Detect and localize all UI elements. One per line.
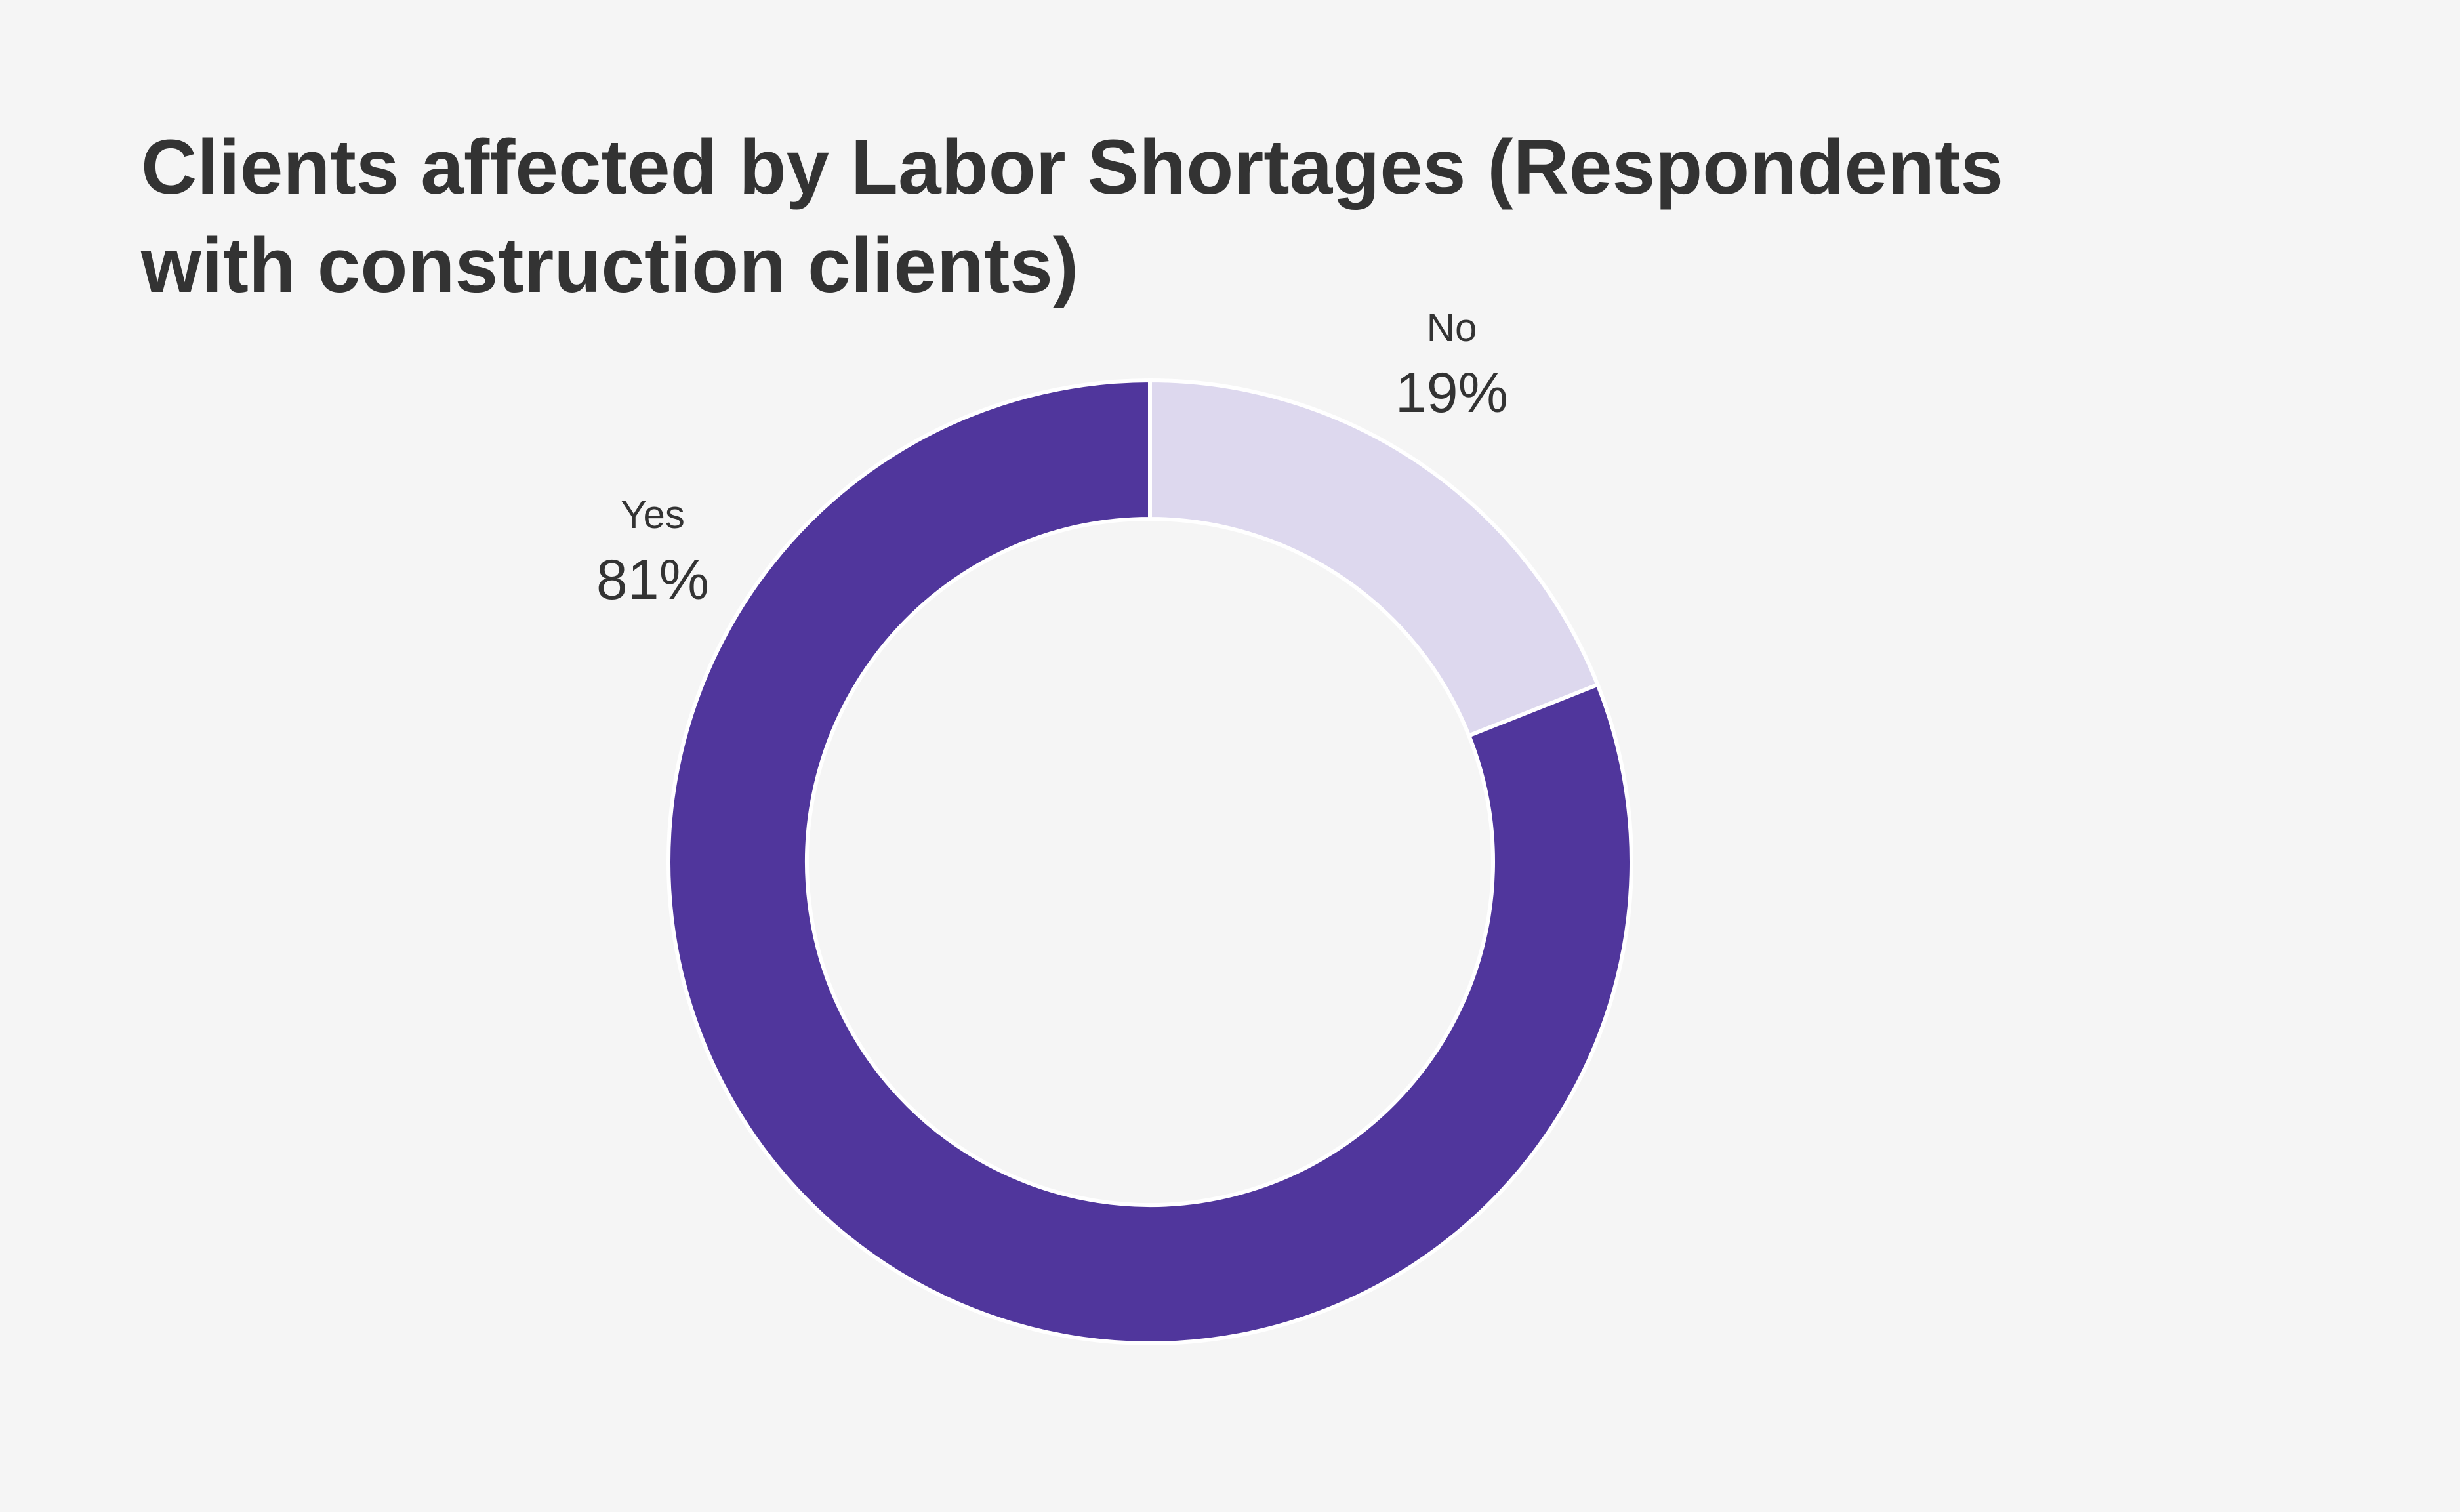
- slice-yes: [666, 378, 1633, 1345]
- slice-value-no: 19%: [1395, 361, 1508, 424]
- slice-no: [1148, 378, 1601, 739]
- slice-label-no: No: [1427, 306, 1477, 350]
- slice-labels: No 19% Yes 81%: [596, 306, 1508, 611]
- slice-value-yes: 81%: [596, 548, 709, 611]
- slice-label-yes: Yes: [621, 493, 685, 537]
- chart-title: Clients affected by Labor Shortages (Res…: [141, 124, 2004, 309]
- donut-slices: [666, 378, 1633, 1345]
